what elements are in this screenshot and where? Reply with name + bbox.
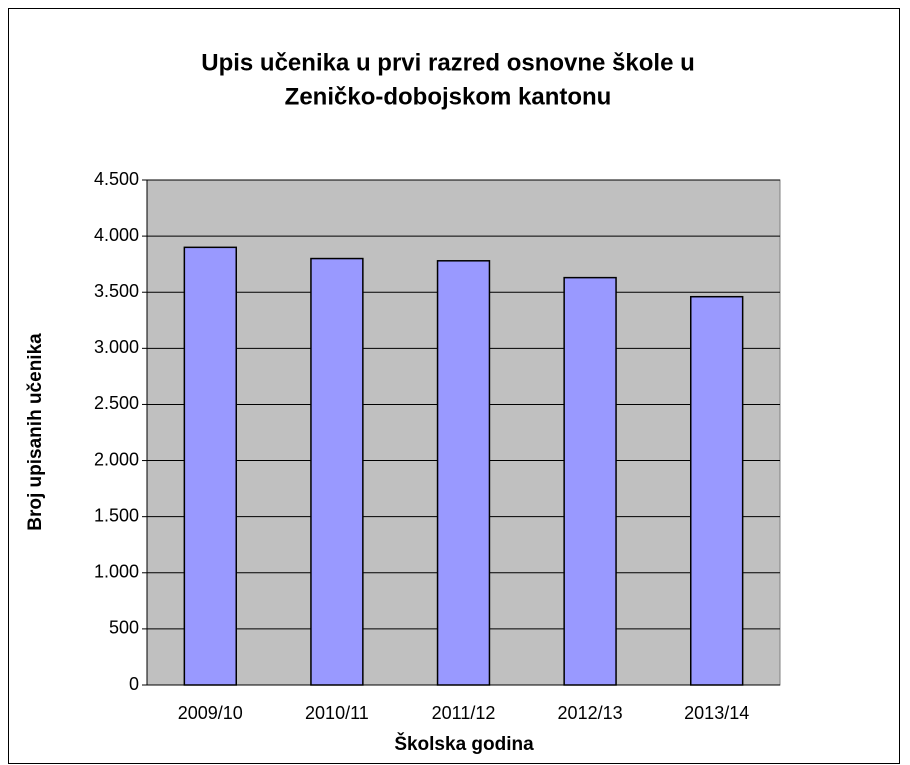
bar: [436, 260, 491, 686]
x-tick-label: 2013/14: [684, 703, 749, 723]
y-tick-label: 1.000: [94, 562, 139, 582]
y-tick-label: 4.000: [94, 225, 139, 245]
y-tick-label: 0: [129, 674, 139, 694]
chart-title: Zeničko-dobojskom kantonu: [285, 83, 612, 110]
bar: [689, 295, 744, 686]
bar: [310, 257, 364, 686]
chart-title: Upis učenika u prvi razred osnovne škole…: [201, 49, 695, 76]
x-tick-label: 2010/11: [305, 703, 369, 723]
x-tick-label: 2011/12: [432, 703, 496, 723]
x-tick-label: 2012/13: [558, 703, 623, 723]
y-tick-label: 1.500: [94, 505, 139, 525]
y-axis-title: Broj upisanih učenika: [25, 333, 46, 531]
x-tick-label: 2009/10: [178, 703, 243, 723]
x-axis-title: Školska godina: [394, 733, 534, 755]
bar: [563, 276, 617, 686]
bar: [183, 246, 238, 686]
y-tick-label: 2.000: [94, 449, 139, 469]
y-tick-label: 500: [109, 618, 139, 638]
y-tick-label: 3.000: [94, 337, 139, 357]
y-tick-label: 3.500: [94, 281, 139, 301]
y-tick-label: 4.500: [94, 169, 139, 189]
y-tick-label: 2.500: [94, 393, 139, 413]
